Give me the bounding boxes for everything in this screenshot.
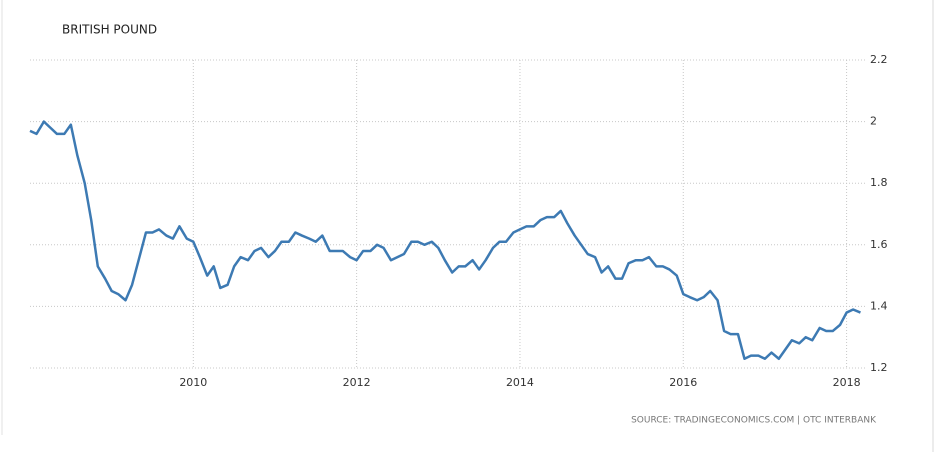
y-tick-label: 1.2: [870, 361, 888, 374]
y-tick-label: 2.2: [870, 53, 888, 66]
y-tick-label: 2: [870, 115, 877, 128]
x-tick-label: 2014: [506, 376, 534, 389]
x-tick-label: 2010: [179, 376, 207, 389]
y-tick-label: 1.6: [870, 238, 888, 251]
x-tick-label: 2018: [833, 376, 861, 389]
x-tick-label: 2016: [669, 376, 697, 389]
price-line: [29, 120, 861, 361]
y-tick-label: 1.4: [870, 299, 888, 312]
chart-title: BRITISH POUND: [62, 23, 157, 37]
x-tick-label: 2012: [343, 376, 371, 389]
source-note: SOURCE: TRADINGECONOMICS.COM | OTC INTER…: [631, 416, 877, 426]
y-tick-label: 1.8: [870, 176, 888, 189]
